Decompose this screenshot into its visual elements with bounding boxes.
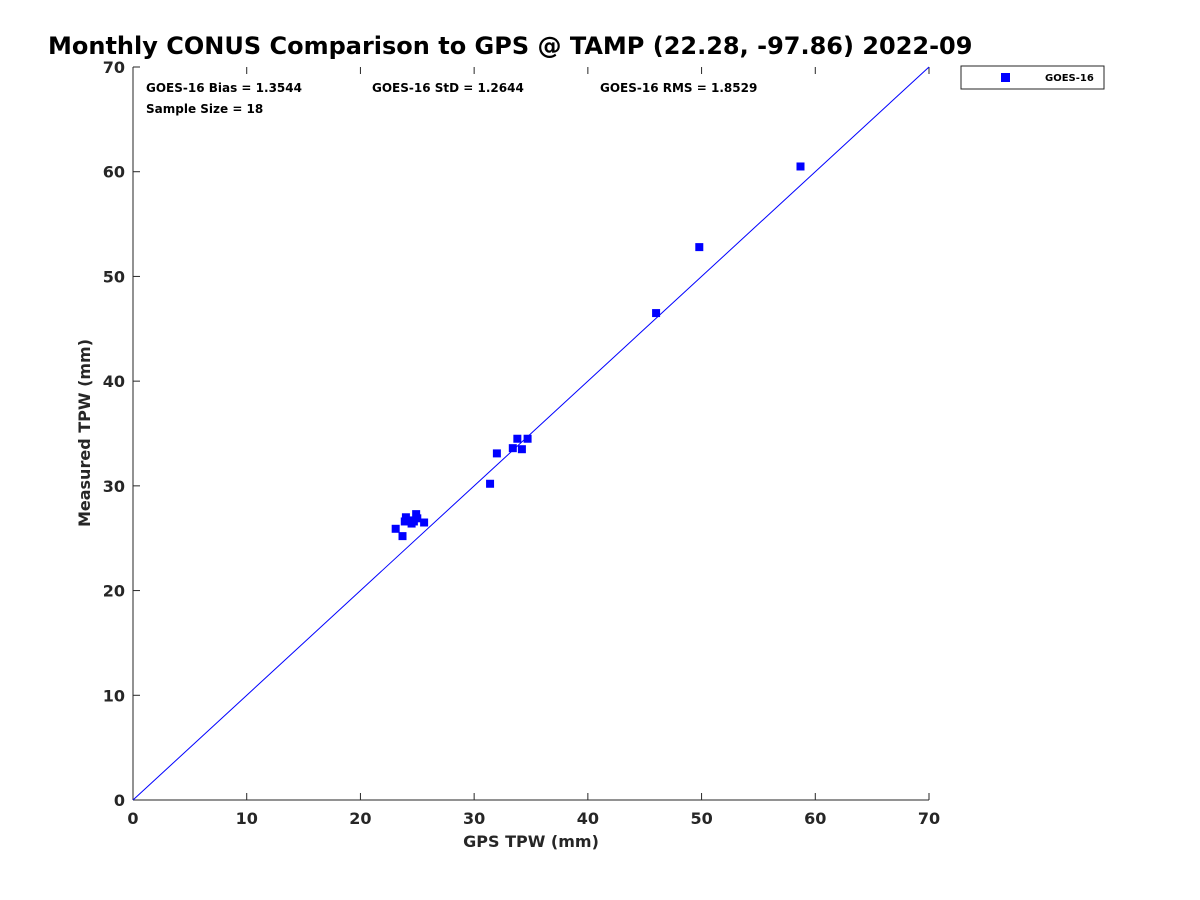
one-to-one-line bbox=[132, 66, 930, 801]
legend-label-goes-16: GOES-16 bbox=[1045, 73, 1094, 84]
std-stat: GOES-16 StD = 1.2644 bbox=[372, 81, 524, 95]
x-tick-label: 20 bbox=[349, 809, 371, 828]
data-point bbox=[413, 514, 422, 523]
legend-marker-goes-16 bbox=[1001, 73, 1010, 82]
data-point bbox=[400, 517, 409, 526]
chart-title: Monthly CONUS Comparison to GPS @ TAMP (… bbox=[48, 32, 972, 60]
data-point bbox=[492, 449, 501, 458]
y-axis-label: Measured TPW (mm) bbox=[75, 339, 94, 527]
y-ticks: 0 10 20 30 40 50 60 70 bbox=[103, 58, 140, 810]
x-axis-label: GPS TPW (mm) bbox=[463, 832, 599, 851]
x-ticks: 0 10 20 30 40 50 60 70 bbox=[127, 67, 940, 828]
data-point bbox=[391, 524, 400, 533]
data-point bbox=[412, 510, 421, 519]
legend-box bbox=[960, 65, 1105, 90]
y-tick-label: 70 bbox=[103, 58, 125, 77]
data-point bbox=[398, 532, 407, 541]
plot-area: 0 10 20 30 40 50 60 70 0 10 20 30 40 50 60 70 bbox=[103, 58, 940, 828]
rms-stat: GOES-16 RMS = 1.8529 bbox=[600, 81, 757, 95]
bias-stat: GOES-16 Bias = 1.3544 bbox=[146, 81, 302, 95]
y-tick-label: 30 bbox=[103, 477, 125, 496]
x-tick-label: 60 bbox=[804, 809, 826, 828]
legend: GOES-16 bbox=[960, 65, 1105, 90]
data-point bbox=[652, 309, 661, 318]
data-point bbox=[796, 162, 805, 171]
data-point bbox=[508, 444, 517, 453]
y-tick-label: 10 bbox=[103, 686, 125, 705]
data-point bbox=[486, 479, 495, 488]
x-tick-label: 10 bbox=[236, 809, 258, 828]
sample-size-stat: Sample Size = 18 bbox=[146, 102, 263, 116]
data-points bbox=[391, 162, 805, 541]
y-tick-label: 0 bbox=[114, 791, 125, 810]
x-tick-label: 40 bbox=[577, 809, 599, 828]
y-tick-label: 20 bbox=[103, 582, 125, 601]
x-tick-label: 0 bbox=[127, 809, 138, 828]
data-point bbox=[513, 434, 522, 443]
y-tick-label: 60 bbox=[103, 163, 125, 182]
data-point bbox=[517, 445, 526, 454]
x-tick-label: 70 bbox=[918, 809, 940, 828]
data-point bbox=[420, 518, 429, 527]
y-tick-label: 40 bbox=[103, 372, 125, 391]
data-point bbox=[695, 243, 704, 252]
y-tick-label: 50 bbox=[103, 267, 125, 286]
data-point bbox=[523, 434, 532, 443]
x-tick-label: 50 bbox=[690, 809, 712, 828]
x-tick-label: 30 bbox=[463, 809, 485, 828]
